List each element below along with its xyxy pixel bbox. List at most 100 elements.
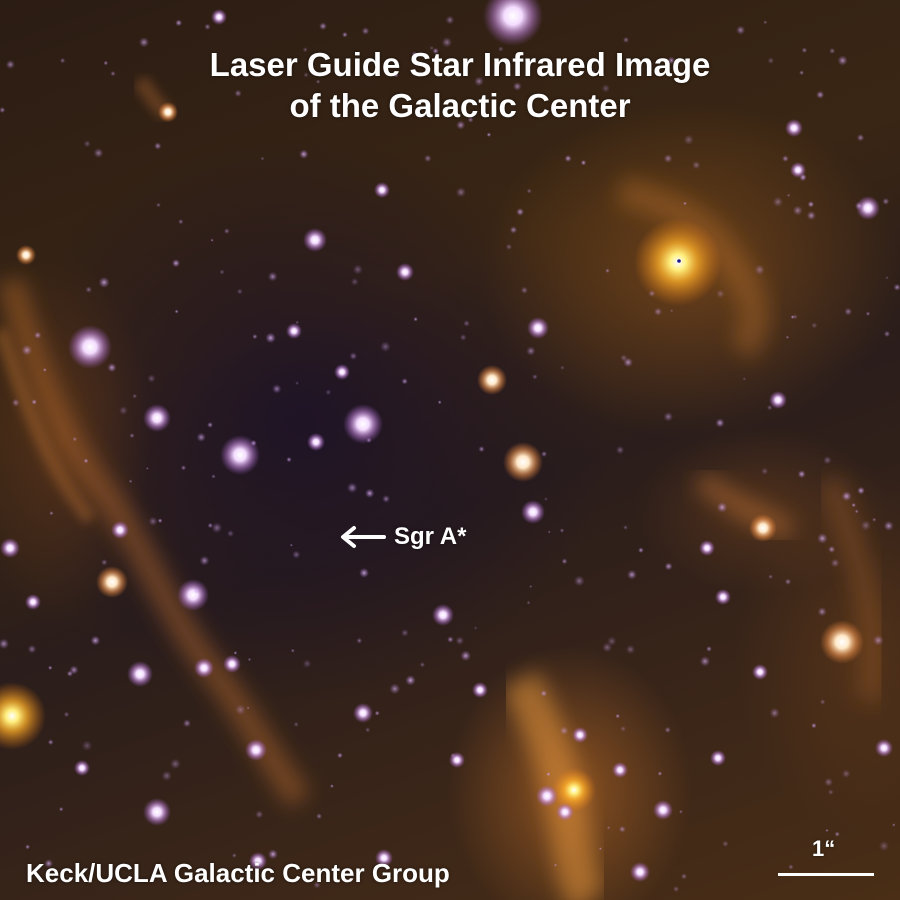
faint-star bbox=[769, 707, 780, 719]
faint-star bbox=[103, 60, 109, 66]
faint-star bbox=[792, 205, 803, 216]
faint-star bbox=[223, 228, 230, 235]
faint-star bbox=[101, 559, 108, 566]
faint-star bbox=[811, 722, 817, 729]
faint-star bbox=[47, 739, 54, 746]
faint-star bbox=[292, 550, 301, 559]
faint-star bbox=[421, 530, 425, 534]
faint-star bbox=[93, 148, 104, 158]
faint-star bbox=[547, 530, 551, 534]
faint-star bbox=[460, 650, 472, 662]
faint-star bbox=[486, 132, 492, 137]
faint-star bbox=[445, 15, 455, 25]
faint-star bbox=[267, 271, 278, 282]
faint-star bbox=[893, 283, 900, 291]
faint-star bbox=[447, 636, 454, 643]
faint-star bbox=[767, 57, 775, 64]
faint-star bbox=[856, 133, 865, 142]
faint-star bbox=[598, 847, 602, 851]
star-core bbox=[677, 259, 681, 263]
faint-star bbox=[722, 840, 729, 848]
faint-star bbox=[829, 47, 836, 55]
faint-star bbox=[325, 389, 332, 396]
faint-star bbox=[365, 727, 371, 733]
star bbox=[177, 579, 209, 611]
faint-star bbox=[419, 662, 426, 668]
faint-star bbox=[145, 466, 149, 470]
faint-star bbox=[148, 516, 158, 526]
star bbox=[536, 785, 558, 807]
faint-star bbox=[716, 289, 725, 299]
faint-star bbox=[766, 404, 773, 411]
faint-star bbox=[618, 825, 626, 833]
faint-star bbox=[540, 689, 548, 697]
star bbox=[769, 391, 787, 409]
faint-star bbox=[623, 525, 628, 530]
sgr-a-marker: Sgr A* bbox=[340, 523, 466, 551]
faint-star bbox=[699, 656, 711, 667]
star bbox=[749, 514, 777, 542]
faint-star bbox=[401, 629, 409, 637]
faint-star bbox=[664, 562, 673, 571]
faint-star bbox=[788, 864, 794, 870]
faint-star bbox=[90, 635, 101, 646]
faint-star bbox=[473, 626, 478, 630]
faint-star bbox=[234, 89, 242, 98]
star bbox=[612, 762, 628, 778]
faint-star bbox=[782, 155, 789, 163]
faint-star bbox=[380, 341, 391, 352]
faint-star bbox=[784, 578, 792, 585]
faint-star bbox=[865, 311, 871, 317]
faint-star bbox=[211, 522, 223, 534]
faint-star bbox=[119, 406, 128, 415]
faint-star bbox=[670, 309, 674, 313]
faint-star bbox=[231, 853, 237, 858]
faint-star bbox=[316, 813, 323, 820]
faint-star bbox=[346, 482, 358, 494]
faint-star bbox=[366, 437, 372, 444]
faint-star bbox=[512, 82, 522, 91]
faint-star bbox=[295, 320, 300, 325]
star bbox=[472, 682, 488, 698]
faint-star bbox=[561, 558, 568, 565]
faint-star bbox=[193, 587, 200, 594]
faint-star bbox=[175, 19, 183, 27]
faint-star bbox=[182, 719, 192, 728]
star bbox=[220, 435, 260, 475]
faint-star bbox=[132, 393, 138, 399]
faint-star bbox=[226, 529, 235, 538]
faint-star bbox=[574, 74, 578, 78]
star bbox=[630, 862, 650, 882]
faint-star bbox=[303, 72, 309, 78]
faint-star bbox=[128, 479, 133, 484]
faint-star bbox=[797, 470, 806, 479]
star bbox=[0, 538, 20, 558]
faint-star bbox=[683, 201, 687, 206]
faint-star bbox=[441, 37, 453, 48]
faint-star bbox=[529, 585, 533, 588]
faint-star bbox=[255, 810, 264, 819]
faint-star bbox=[63, 711, 70, 718]
faint-star bbox=[680, 873, 688, 880]
star bbox=[307, 433, 325, 451]
faint-star bbox=[463, 320, 470, 327]
faint-star bbox=[657, 771, 663, 776]
faint-star bbox=[683, 134, 694, 145]
faint-star bbox=[837, 55, 848, 66]
faint-star bbox=[883, 330, 891, 338]
faint-star bbox=[754, 264, 765, 275]
star bbox=[0, 682, 46, 750]
faint-star bbox=[27, 644, 37, 654]
title-line-2: of the Galactic Center bbox=[289, 87, 631, 124]
faint-star bbox=[393, 72, 399, 78]
faint-star bbox=[219, 269, 225, 275]
star bbox=[353, 703, 373, 723]
faint-star bbox=[289, 543, 293, 547]
faint-star bbox=[350, 277, 359, 286]
faint-star bbox=[250, 439, 257, 447]
faint-star bbox=[602, 642, 613, 653]
faint-star bbox=[374, 710, 380, 716]
scale-label: 1“ bbox=[812, 836, 836, 861]
faint-star bbox=[293, 721, 299, 728]
